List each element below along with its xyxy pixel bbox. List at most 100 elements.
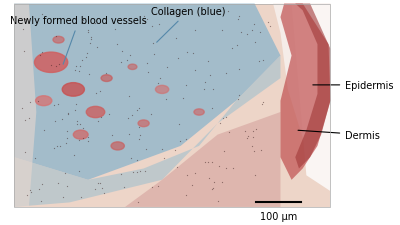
Point <box>92 22 98 26</box>
Point <box>157 77 163 81</box>
Point <box>125 117 132 120</box>
Point <box>165 12 171 16</box>
Circle shape <box>194 109 204 116</box>
Point <box>97 90 103 93</box>
Point <box>19 107 26 111</box>
Point <box>60 195 66 199</box>
Point <box>244 33 250 36</box>
Point <box>20 29 26 32</box>
Point <box>226 131 232 134</box>
Polygon shape <box>14 56 280 207</box>
Point <box>36 54 43 58</box>
Polygon shape <box>295 4 330 169</box>
Point <box>219 117 226 120</box>
Point <box>85 139 92 143</box>
Point <box>76 139 82 142</box>
Point <box>192 29 199 32</box>
Point <box>85 136 91 139</box>
Point <box>80 127 86 131</box>
Point <box>74 123 80 126</box>
Circle shape <box>138 120 149 127</box>
Point <box>209 106 215 110</box>
Point <box>222 72 229 76</box>
Point <box>62 142 69 145</box>
Point <box>50 104 57 108</box>
Point <box>64 184 70 188</box>
Point <box>109 133 115 137</box>
Point <box>201 88 207 92</box>
Text: Newly formed blood vessels: Newly formed blood vessels <box>10 16 147 65</box>
Point <box>101 192 107 195</box>
Point <box>126 95 132 98</box>
Point <box>192 171 198 175</box>
Point <box>204 161 211 164</box>
Point <box>190 52 196 56</box>
Point <box>84 52 90 55</box>
Point <box>97 181 104 184</box>
Point <box>117 61 124 65</box>
Circle shape <box>128 65 137 70</box>
Point <box>183 84 190 87</box>
Point <box>63 130 70 134</box>
Point <box>155 185 162 188</box>
Point <box>250 129 256 133</box>
Point <box>242 130 248 133</box>
Point <box>134 109 140 112</box>
Point <box>163 97 170 101</box>
Point <box>136 133 143 137</box>
Point <box>92 92 99 95</box>
Point <box>192 69 198 72</box>
Point <box>57 18 63 21</box>
Point <box>126 54 133 57</box>
Point <box>180 97 186 101</box>
Point <box>260 100 266 104</box>
Point <box>22 118 28 122</box>
Point <box>136 107 142 110</box>
Point <box>40 129 47 132</box>
Point <box>26 188 33 192</box>
Point <box>260 59 266 63</box>
Text: Dermis: Dermis <box>298 130 380 140</box>
Point <box>184 174 191 177</box>
Point <box>245 134 251 138</box>
Point <box>53 35 59 38</box>
Point <box>65 112 71 115</box>
Point <box>94 46 100 50</box>
Point <box>250 149 257 153</box>
Circle shape <box>111 142 124 150</box>
Point <box>77 65 83 69</box>
Point <box>119 50 126 54</box>
Circle shape <box>73 130 88 140</box>
Point <box>76 169 82 173</box>
Point <box>85 31 92 34</box>
Text: 100 μm: 100 μm <box>260 212 297 221</box>
Point <box>50 146 57 150</box>
Point <box>182 193 189 197</box>
Point <box>80 137 86 140</box>
Point <box>209 186 216 190</box>
Circle shape <box>101 75 112 82</box>
Point <box>224 11 231 14</box>
Point <box>72 69 78 73</box>
Point <box>22 151 28 154</box>
Circle shape <box>34 53 68 73</box>
Point <box>155 23 162 27</box>
Point <box>155 81 161 85</box>
Point <box>174 165 180 169</box>
Point <box>52 120 59 124</box>
Point <box>230 166 236 170</box>
Point <box>210 88 217 91</box>
Point <box>78 59 85 63</box>
Point <box>249 145 256 148</box>
Point <box>76 122 83 126</box>
Point <box>126 132 132 136</box>
Point <box>161 156 167 160</box>
Point <box>223 167 229 171</box>
Polygon shape <box>125 112 280 207</box>
Point <box>144 62 150 65</box>
Point <box>74 120 80 124</box>
Point <box>26 117 32 121</box>
Point <box>98 186 105 190</box>
Point <box>215 200 222 203</box>
Polygon shape <box>292 4 330 191</box>
